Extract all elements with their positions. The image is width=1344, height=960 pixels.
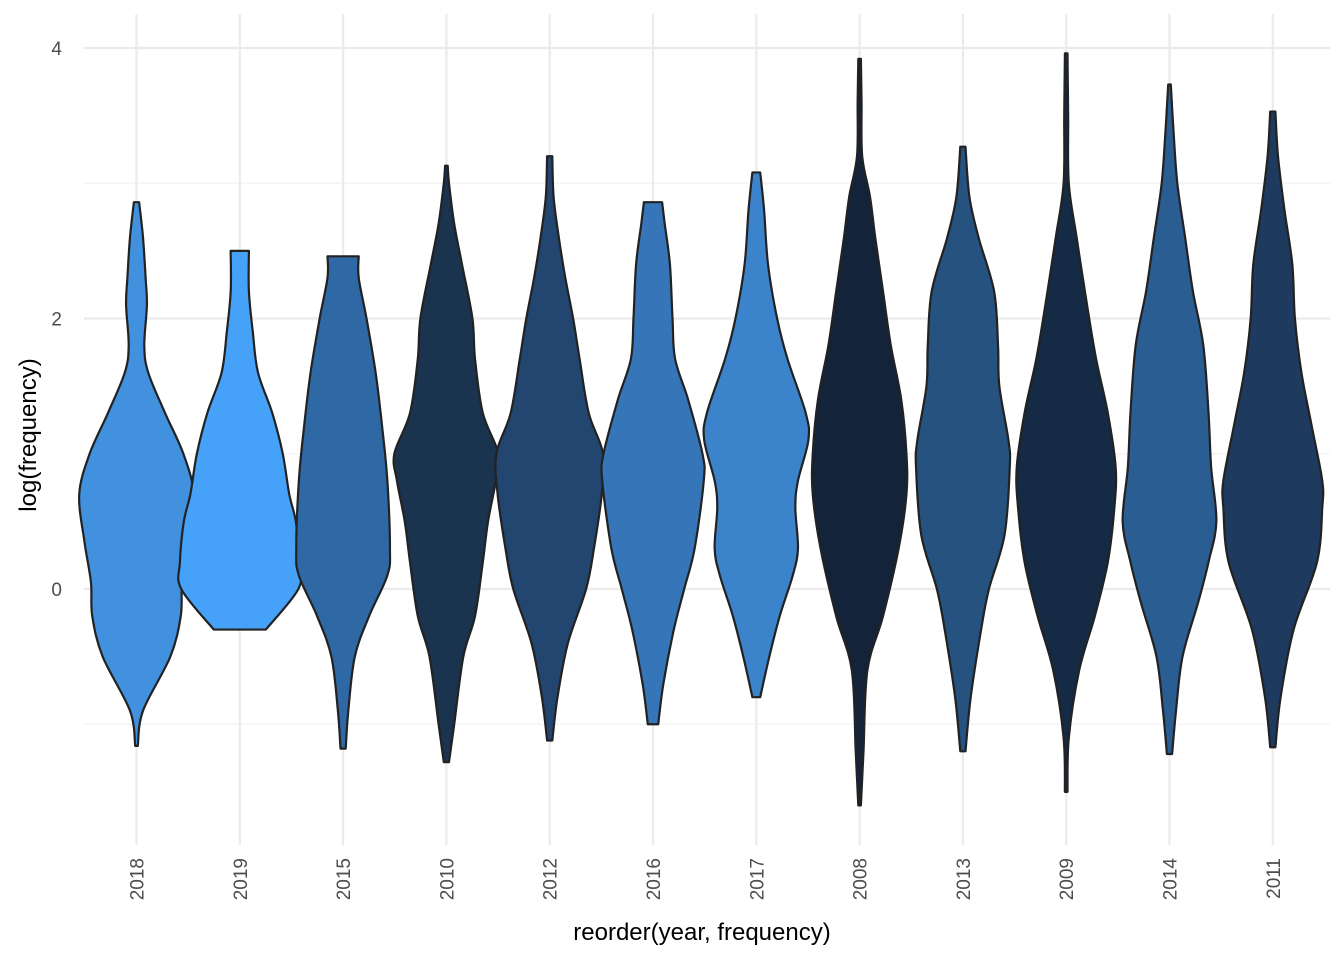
y-axis-ticks: 0 2 4 [51,39,62,601]
violin-2015 [296,256,390,748]
violin-2017 [704,172,809,697]
x-tick-label: 2010 [437,858,458,900]
x-tick-label: 2014 [1161,858,1182,901]
x-axis-ticks: 2018 2019 2015 2010 2012 2016 2017 2008 2013 2009… [128,858,1285,901]
violin-2019 [178,251,301,630]
x-axis-title: reorder(year, frequency) [573,919,830,946]
y-tick-label: 2 [51,310,62,331]
violin-2009 [1016,53,1116,791]
y-tick-label: 4 [51,39,62,60]
violin-2014 [1123,85,1217,754]
x-tick-label: 2012 [541,858,562,900]
y-axis-title: log(frequency) [15,358,42,511]
violin-2012 [495,156,604,740]
y-tick-label: 0 [51,580,62,601]
violin-2010 [394,166,500,762]
x-tick-label: 2009 [1057,858,1078,900]
x-tick-label: 2013 [954,858,975,900]
violin-2008 [812,59,907,806]
violin-2011 [1222,112,1323,748]
violin-2016 [601,202,704,724]
x-tick-label: 2011 [1264,858,1285,899]
violin-2018 [79,202,194,746]
violin-layer [79,53,1323,805]
x-tick-label: 2015 [334,858,355,900]
x-tick-label: 2008 [851,858,872,900]
x-tick-label: 2016 [644,858,665,900]
x-tick-label: 2019 [231,858,252,900]
x-tick-label: 2018 [128,858,149,900]
x-tick-label: 2017 [747,858,768,900]
violin-2013 [916,147,1010,752]
